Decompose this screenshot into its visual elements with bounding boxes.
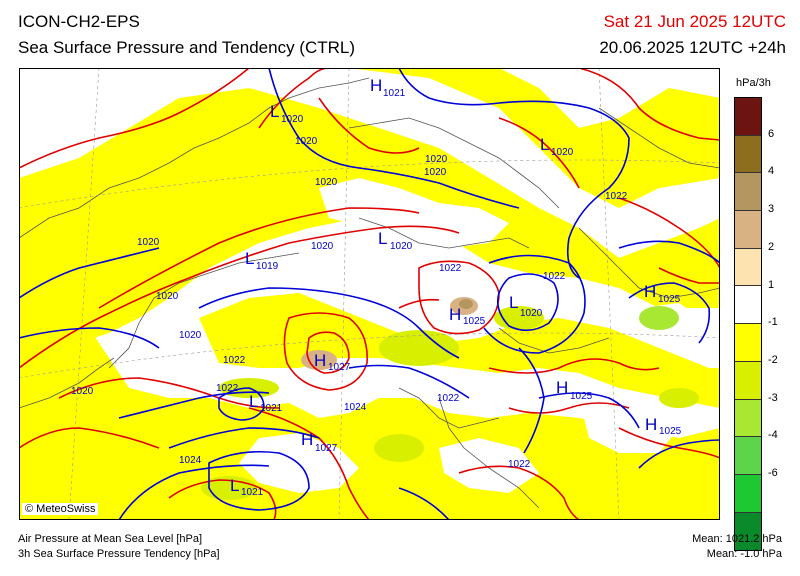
isobar-label: 1020 [71,386,94,397]
legend-color-swatch [735,173,761,212]
isobar-label: 1020 [156,291,179,302]
legend-color-swatch [735,399,761,438]
legend-colorbar [734,97,762,552]
pressure-system-value: 1020 [281,114,304,125]
legend-color-swatch [735,437,761,475]
pressure-system-letter: L [270,102,279,121]
pressure-system: H 1027 [301,430,338,454]
pressure-system-value: 1020 [520,308,543,319]
legend-tick-label: -6 [768,467,778,479]
legend-color-swatch [735,98,761,136]
pressure-system: H 1025 [645,415,682,437]
legend-color-swatch [735,474,761,513]
pressure-system: H 1021 [370,76,406,99]
pressure-system-value: 1021 [383,88,406,99]
isobar-label: 1020 [424,167,447,178]
legend-color-swatch [735,324,761,362]
isobar-label: 1020 [315,177,338,188]
pressure-system: L 1019 [245,249,279,272]
pressure-system: H 1027 [314,351,351,373]
valid-time: Sat 21 Jun 2025 12UTC [603,12,786,31]
mean-tendency: Mean: -1.0 hPa [706,548,782,560]
pressure-system-value: 1021 [241,487,264,498]
mean-pressure: Mean: 1021.2 hPa [692,533,782,545]
pressure-system: L 1021 [249,392,283,414]
legend-tick-label: 6 [768,127,775,140]
pressure-system-value: 1020 [390,241,413,252]
legend-color-swatch [735,135,761,174]
isobar-label: 1022 [437,393,460,404]
isobar-label: 1022 [216,383,239,394]
pressure-system-value: 1027 [328,362,351,373]
run-time: 20.06.2025 12UTC +24h [599,38,786,57]
isobar-label: 1024 [179,455,202,466]
pressure-system-letter: H [644,282,656,301]
pressure-system-letter: H [370,76,382,95]
legend-color-swatch [735,286,761,325]
legend-tick-label: -1 [768,316,778,329]
pressure-system-value: 1019 [256,261,279,272]
legend-tick-label: 1 [768,278,775,291]
pressure-system-value: 1020 [551,147,574,158]
pressure-system-letter: H [314,351,326,370]
pressure-system-value: 1021 [260,403,283,414]
pressure-system-letter: H [556,378,568,397]
isobar-label: 1020 [295,136,318,147]
isobar-label: 1022 [543,271,566,282]
isobar-label: 1024 [344,402,367,413]
pressure-system-letter: L [249,392,258,411]
isobar-label: 1022 [439,263,462,274]
field-description-pressure: Air Pressure at Mean Sea Level [hPa] [18,533,203,545]
pressure-system-letter: H [301,430,313,449]
isobar-label: 1020 [311,241,334,252]
isobar-label: 1020 [179,330,202,341]
legend-tick-label: 3 [768,203,775,216]
pressure-system: L 1021 [230,476,264,498]
pressure-system: H 1025 [449,305,486,327]
legend-color-swatch [735,361,761,400]
isobar-labels: 1020 1020 1020 1020 1020 1020 1020 1020 … [71,136,628,470]
pressure-system-value: 1025 [659,426,682,437]
legend-tick-label: 4 [768,165,775,178]
pressure-system-letter: L [509,293,518,312]
copyright: © MeteoSwiss [22,503,99,515]
legend-tick-label: -3 [768,391,778,404]
pressure-system-value: 1027 [315,443,338,454]
legend-color-swatch [735,211,761,249]
field-description-tendency: 3h Sea Surface Pressure Tendency [hPa] [18,548,220,560]
isobar-label: 1020 [425,154,448,165]
pressure-system: H 1025 [556,378,593,402]
legend-unit: hPa/3h [736,77,771,89]
legend-color-swatch [735,512,761,551]
isobar-label: 1022 [508,459,531,470]
blue-isobars [19,68,720,520]
legend-tick-label: 2 [768,240,775,253]
pressure-system-labels: H 1021 L 1020 L 1020 L 1020 L 1019 H 1025 L102… [230,76,682,498]
pressure-system-letter: H [645,415,657,434]
isobar-label: 1022 [223,355,246,366]
pressure-system-value: 1025 [570,391,593,402]
pressure-system-value: 1025 [658,294,681,305]
legend-color-swatch [735,248,761,287]
pressure-system-letter: H [449,305,461,324]
legend-tick-label: -2 [768,353,778,366]
legend-tick-label: -4 [768,429,778,442]
pressure-system-letter: L [540,135,549,154]
pressure-system: H 1025 [644,282,681,305]
product-title: Sea Surface Pressure and Tendency (CTRL) [18,38,356,57]
pressure-system-letter: L [245,249,254,268]
pressure-system-letter: L [378,229,387,248]
pressure-system-letter: L [230,476,239,495]
pressure-system-value: 1025 [463,316,486,327]
isobar-label: 1020 [137,237,160,248]
red-isobars [19,68,720,520]
model-name: ICON-CH2-EPS [18,12,140,31]
weather-map: H 1021 L 1020 L 1020 L 1020 L 1019 H 1025 L102… [19,68,720,520]
isobar-label: 1022 [605,191,628,202]
